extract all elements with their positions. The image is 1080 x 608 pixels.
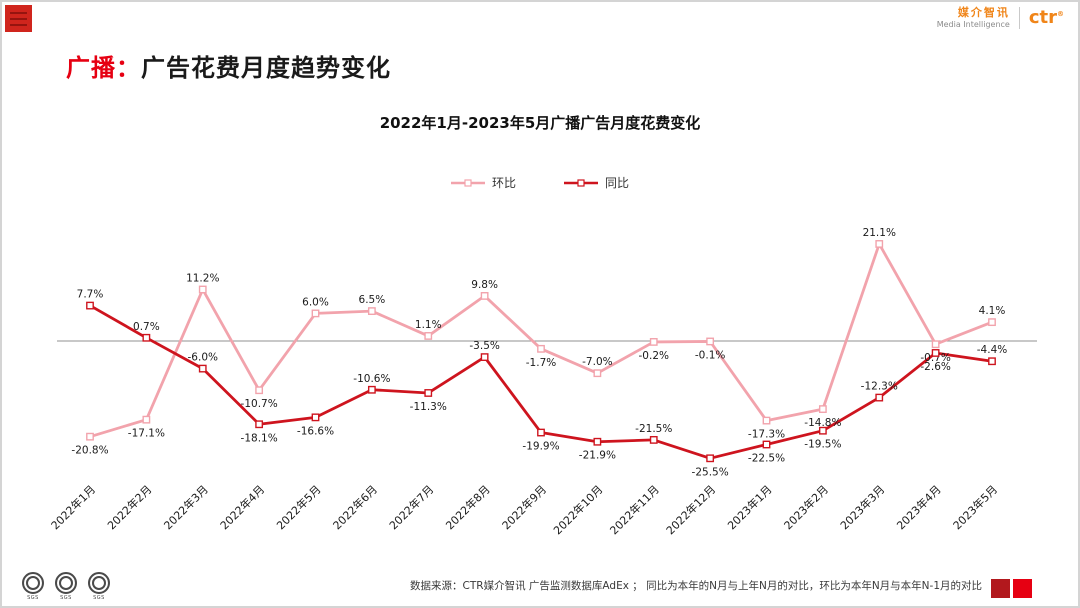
footer-square-right	[1013, 579, 1032, 598]
svg-text:-12.3%: -12.3%	[861, 381, 898, 393]
brand-divider	[1018, 7, 1020, 29]
menu-bar	[10, 17, 27, 20]
svg-text:-0.2%: -0.2%	[639, 350, 669, 362]
svg-text:1.1%: 1.1%	[415, 319, 442, 331]
registered-mark: ®	[1057, 10, 1064, 18]
data-source-note: 数据来源：CTR媒介智讯 广告监测数据库AdEx ； 同比为本年的N月与上年N月…	[410, 580, 982, 592]
page-title: 广播：广告花费月度趋势变化	[66, 48, 391, 83]
svg-text:-2.6%: -2.6%	[920, 361, 950, 373]
svg-text:-20.8%: -20.8%	[71, 445, 108, 457]
svg-text:2023年1月: 2023年1月	[724, 482, 774, 532]
chart-legend: 环比 同比	[2, 174, 1078, 191]
certification-badge: SGS	[88, 572, 110, 601]
menu-icon[interactable]	[5, 5, 32, 32]
page-title-main: 广告花费月度趋势变化	[141, 54, 391, 82]
svg-text:-19.9%: -19.9%	[522, 441, 559, 453]
legend-item-同比: 同比	[564, 174, 629, 191]
menu-bar	[10, 23, 27, 26]
svg-text:11.2%: 11.2%	[186, 272, 219, 284]
brand-name-cn: 媒介智讯	[957, 6, 1010, 20]
sgs-label: SGS	[60, 595, 72, 601]
svg-text:-10.6%: -10.6%	[353, 373, 390, 385]
sgs-label: SGS	[27, 595, 39, 601]
legend-label: 环比	[491, 176, 516, 190]
svg-text:2022年4月: 2022年4月	[217, 482, 267, 532]
sgs-stamp-icon	[88, 572, 110, 594]
svg-text:-25.5%: -25.5%	[692, 466, 729, 478]
svg-text:2022年10月: 2022年10月	[550, 482, 605, 537]
svg-text:4.1%: 4.1%	[979, 305, 1006, 317]
brand-name-en: Media Intelligence	[936, 19, 1010, 29]
svg-text:6.0%: 6.0%	[302, 296, 329, 308]
svg-text:2022年12月: 2022年12月	[663, 482, 718, 537]
svg-text:2022年3月: 2022年3月	[161, 482, 211, 532]
svg-text:-11.3%: -11.3%	[410, 401, 447, 413]
svg-text:-21.5%: -21.5%	[635, 423, 672, 435]
legend-item-环比: 环比	[450, 174, 516, 191]
svg-text:-7.0%: -7.0%	[582, 356, 612, 368]
footer-decoration	[991, 579, 1032, 598]
svg-text:-18.1%: -18.1%	[241, 432, 278, 444]
svg-text:-0.1%: -0.1%	[695, 349, 725, 361]
svg-text:-21.9%: -21.9%	[579, 450, 616, 462]
legend-line-marker-icon	[564, 178, 598, 187]
top-bar: 媒介智讯 Media Intelligence ctr®	[2, 2, 1078, 34]
svg-text:-3.5%: -3.5%	[469, 340, 499, 352]
svg-text:-16.6%: -16.6%	[297, 425, 334, 437]
page-title-prefix: 广播：	[66, 54, 141, 82]
certification-badge: SGS	[55, 572, 77, 601]
svg-text:2023年4月: 2023年4月	[894, 482, 944, 532]
sgs-stamp-icon	[22, 572, 44, 594]
svg-text:2022年5月: 2022年5月	[273, 482, 323, 532]
svg-text:2023年5月: 2023年5月	[950, 482, 1000, 532]
certification-badge: SGS	[22, 572, 44, 601]
svg-text:2022年6月: 2022年6月	[330, 482, 380, 532]
svg-text:-0.7%: -0.7%	[920, 352, 950, 364]
svg-text:-14.8%: -14.8%	[804, 417, 841, 429]
brand-logo: 媒介智讯 Media Intelligence ctr®	[936, 6, 1064, 29]
svg-text:-1.7%: -1.7%	[526, 357, 556, 369]
svg-text:21.1%: 21.1%	[863, 227, 896, 239]
chart-title: 2022年1月-2023年5月广播广告月度花费变化	[379, 114, 701, 132]
svg-text:7.7%: 7.7%	[77, 289, 104, 301]
svg-text:2022年7月: 2022年7月	[386, 482, 436, 532]
svg-text:-17.3%: -17.3%	[748, 429, 785, 441]
sgs-label: SGS	[93, 595, 105, 601]
svg-text:-10.7%: -10.7%	[241, 398, 278, 410]
svg-text:-22.5%: -22.5%	[748, 453, 785, 465]
svg-text:0.7%: 0.7%	[133, 321, 160, 333]
svg-text:2022年11月: 2022年11月	[607, 482, 662, 537]
ctr-logo: ctr®	[1029, 9, 1064, 27]
svg-text:6.5%: 6.5%	[359, 294, 386, 306]
legend-label: 同比	[605, 176, 630, 190]
ctr-logo-text: ctr	[1028, 7, 1057, 28]
svg-text:-19.5%: -19.5%	[804, 439, 841, 451]
sgs-stamp-icon	[55, 572, 77, 594]
svg-text:2023年3月: 2023年3月	[837, 482, 887, 532]
svg-text:2022年2月: 2022年2月	[104, 482, 154, 532]
brand-text: 媒介智讯 Media Intelligence	[936, 6, 1010, 29]
svg-text:9.8%: 9.8%	[471, 279, 498, 291]
legend-line-marker-icon	[450, 178, 485, 187]
svg-text:2023年2月: 2023年2月	[781, 482, 831, 532]
svg-text:2022年8月: 2022年8月	[443, 482, 493, 532]
certification-logos: SGS SGS SGS	[22, 572, 110, 601]
trend-line-chart: 2022年1月 2022年2月 2022年3月 2022年4月 2022年5月 2022年…	[48, 227, 1037, 537]
svg-text:-6.0%: -6.0%	[188, 352, 218, 364]
menu-bar	[10, 11, 27, 14]
svg-text:-4.4%: -4.4%	[977, 344, 1007, 356]
svg-text:-17.1%: -17.1%	[128, 428, 165, 440]
footer-square-left	[991, 579, 1010, 598]
svg-text:2022年1月: 2022年1月	[48, 482, 98, 532]
svg-text:2022年9月: 2022年9月	[499, 482, 549, 532]
